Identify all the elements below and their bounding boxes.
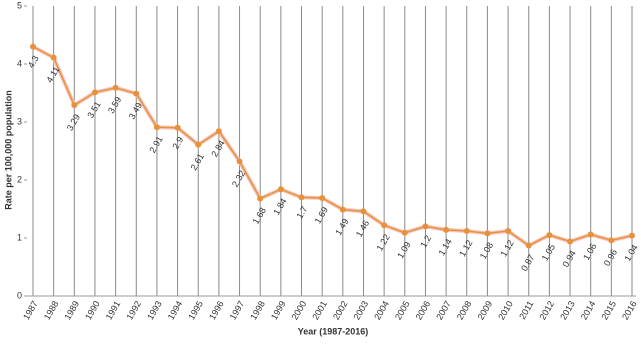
x-tick-label: 2001 xyxy=(310,299,329,321)
x-tick-label: 1990 xyxy=(83,299,102,321)
point xyxy=(608,237,615,244)
x-tick-label: 2011 xyxy=(517,299,535,321)
value-label: 2.9 xyxy=(170,135,185,151)
y-tick-label: 5 xyxy=(17,0,22,10)
value-label: 1.22 xyxy=(375,232,392,252)
x-tick-label: 2013 xyxy=(558,299,577,321)
point xyxy=(401,229,408,236)
value-label: 1.2 xyxy=(418,234,433,250)
point xyxy=(443,226,450,233)
value-label: 3.29 xyxy=(65,112,82,132)
value-label: 0.87 xyxy=(519,253,536,273)
point xyxy=(174,124,181,131)
x-tick-label: 2004 xyxy=(372,299,391,321)
value-label: 1.09 xyxy=(395,240,412,260)
y-tick-label: 3 xyxy=(17,116,22,126)
point xyxy=(133,90,140,97)
point xyxy=(153,124,160,131)
x-tick-label: 2008 xyxy=(455,299,474,321)
point xyxy=(629,232,635,239)
x-tick-label: 2000 xyxy=(290,299,309,321)
value-label: 0.96 xyxy=(602,248,619,268)
x-tick-label: 2002 xyxy=(331,299,350,321)
value-label: 1.05 xyxy=(540,242,557,262)
x-tick-label: 1987 xyxy=(21,299,40,321)
value-label: 1.69 xyxy=(313,205,330,225)
x-tick-label: 1998 xyxy=(248,299,267,321)
value-label: 3.51 xyxy=(85,100,102,120)
x-tick-label: 1994 xyxy=(166,299,185,321)
point xyxy=(567,238,574,245)
value-label: 4.3 xyxy=(26,54,41,70)
y-tick-label: 1 xyxy=(17,232,22,242)
value-label: 2.91 xyxy=(147,134,164,154)
value-label: 1.84 xyxy=(271,196,288,216)
x-tick-label: 1997 xyxy=(228,299,247,321)
point xyxy=(298,194,305,201)
x-tick-label: 1995 xyxy=(186,299,205,321)
x-tick-label: 2005 xyxy=(393,299,412,321)
point xyxy=(525,242,532,249)
point xyxy=(71,102,78,109)
value-label: 3.59 xyxy=(106,95,123,115)
x-tick-label: 1989 xyxy=(62,299,81,321)
x-tick-label: 1992 xyxy=(124,299,143,321)
point xyxy=(277,186,284,193)
value-label: 1.04 xyxy=(622,243,639,263)
value-label: 1.14 xyxy=(436,237,453,257)
x-tick-label: 1993 xyxy=(145,299,164,321)
value-label: 1.7 xyxy=(294,205,309,221)
point xyxy=(215,128,222,135)
x-tick-label: 2012 xyxy=(537,299,556,321)
point xyxy=(381,222,388,229)
x-tick-label: 2007 xyxy=(434,299,453,321)
value-label: 1.46 xyxy=(354,219,371,239)
x-tick-label: 1988 xyxy=(42,299,61,321)
line-outline xyxy=(32,44,633,248)
value-label: 1.06 xyxy=(581,242,598,262)
point xyxy=(50,54,57,61)
x-tick-label: 1999 xyxy=(269,299,288,321)
point xyxy=(339,206,346,213)
point xyxy=(257,195,264,202)
y-tick-label: 0 xyxy=(17,290,22,300)
point xyxy=(360,208,367,215)
x-tick-label: 2009 xyxy=(476,299,495,321)
value-label: 1.08 xyxy=(478,241,495,261)
point xyxy=(505,228,512,235)
x-tick-label: 1996 xyxy=(207,299,226,321)
x-axis-label: Year (1987-2016) xyxy=(298,326,369,336)
point xyxy=(463,228,470,235)
point xyxy=(30,43,36,50)
x-tick-label: 2010 xyxy=(496,299,515,321)
y-tick-label: 4 xyxy=(17,58,22,68)
point xyxy=(195,141,202,148)
line xyxy=(32,45,633,247)
y-axis-label: Rate per 100,000 population xyxy=(3,90,13,210)
value-label: 2.61 xyxy=(189,152,206,172)
point xyxy=(112,84,119,91)
point xyxy=(422,223,429,230)
x-tick-label: 2014 xyxy=(579,299,598,321)
x-tick-label: 2006 xyxy=(414,299,433,321)
point xyxy=(91,89,98,96)
value-label: 1.49 xyxy=(333,217,350,237)
point xyxy=(587,231,594,238)
x-tick-label: 2015 xyxy=(599,299,618,321)
x-tick-label: 1991 xyxy=(104,299,123,321)
value-label: 1.68 xyxy=(251,206,268,226)
y-tick-label: 2 xyxy=(17,174,22,184)
value-label: 1.12 xyxy=(457,238,474,258)
point xyxy=(236,158,243,165)
value-label: 0.94 xyxy=(560,249,577,269)
x-tick-label: 2003 xyxy=(352,299,371,321)
value-label: 1.12 xyxy=(498,238,515,258)
x-tick-label: 2016 xyxy=(620,299,639,321)
point xyxy=(484,230,491,237)
point xyxy=(319,194,326,201)
point xyxy=(546,232,553,239)
